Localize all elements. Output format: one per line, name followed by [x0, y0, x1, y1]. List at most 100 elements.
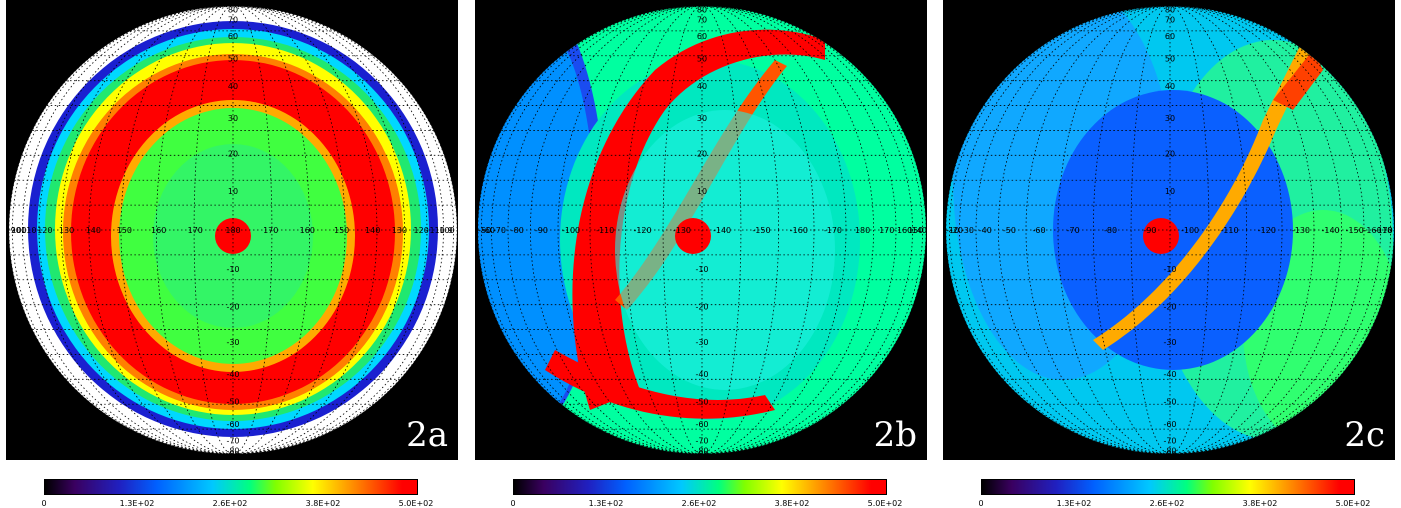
longitude-tick-label: -160: [1364, 226, 1382, 235]
longitude-tick-label: 180: [225, 226, 240, 235]
longitude-tick-label: -90: [1143, 226, 1156, 235]
latitude-tick-label: -90: [695, 450, 708, 459]
longitude-tick-label: 18: [1382, 226, 1392, 235]
latitude-tick-label: -70: [226, 436, 239, 445]
center-spot: [215, 218, 251, 254]
latitude-tick-label: -60: [226, 420, 239, 429]
sphere-map-box: 80 70 60 50 40 30 20 10 -10 -20 -30 -40 -50 -60 -70 -80…: [943, 0, 1395, 460]
longitude-tick-label: -60: [1033, 226, 1046, 235]
longitude-line: [1057, 6, 1283, 454]
longitude-tick-label: -150: [1346, 226, 1364, 235]
latitude-tick-label: 40: [1165, 82, 1175, 91]
longitude-tick-label: -140: [1321, 226, 1339, 235]
colorbar-tick: 3.8E+02: [1242, 499, 1278, 508]
longitude-line: [193, 6, 273, 454]
latitude-tick-label: 10: [697, 187, 707, 196]
latitude-tick-label: -50: [695, 398, 708, 407]
longitude-line: [38, 6, 428, 454]
longitude-tick-label: 150: [334, 226, 349, 235]
longitude-tick-label: 140: [86, 226, 101, 235]
latitude-tick-label: -20: [1163, 303, 1176, 312]
longitude-tick-label: -170: [1375, 226, 1393, 235]
latitude-tick-label: 50: [697, 54, 707, 63]
latitude-tick-label: 70: [1165, 16, 1175, 25]
longitude-tick-label: -150: [752, 226, 770, 235]
longitude-tick-label: 140: [365, 226, 380, 235]
longitude-line: [959, 6, 1381, 454]
colorbar-tick: 1.3E+02: [119, 499, 155, 508]
red-patch: [1273, 50, 1323, 110]
latitude-tick-label: 30: [697, 114, 707, 123]
longitude-tick-label: 110: [430, 226, 445, 235]
colorbar-tick: 1.3E+02: [1056, 499, 1092, 508]
longitude-tick-label: 150: [117, 226, 132, 235]
longitude-tick-label: 170: [263, 226, 278, 235]
latitude-tick-label: -50: [226, 398, 239, 407]
longitude-line: [507, 6, 897, 454]
longitude-line: [530, 6, 874, 454]
longitude-tick-label: 160: [897, 226, 912, 235]
graticule: [9, 6, 457, 454]
latitude-tick-label: -10: [1163, 265, 1176, 274]
longitude-line: [155, 6, 311, 454]
longitude-line: [1025, 6, 1315, 454]
longitude-tick-label: 120: [414, 226, 429, 235]
colorbar-tick: 5.0E+02: [867, 499, 903, 508]
longitude-tick-label: -10: [946, 226, 959, 235]
red-arc-bottom: [545, 350, 775, 419]
longitude-tick-label: 180: [855, 226, 870, 235]
latitude-tick-label: -40: [226, 370, 239, 379]
latitude-tick-label: -30: [1163, 338, 1176, 347]
longitude-tick-label: -110: [1220, 226, 1238, 235]
longitude-tick-label: -120: [633, 226, 651, 235]
longitude-tick-label: -70: [1067, 226, 1080, 235]
orange-arc: [1093, 40, 1315, 350]
colorbar-tick: 2.6E+02: [212, 499, 248, 508]
colorbar-tick: 2.6E+02: [681, 499, 717, 508]
center-spot: [675, 218, 711, 254]
latitude-tick-label: -80: [695, 447, 708, 456]
latitude-tick-label: 40: [697, 82, 707, 91]
panel-label: 2a: [406, 415, 448, 455]
longitude-tick-label: 90: [11, 226, 21, 235]
colorbar-tick: 0: [510, 499, 516, 508]
latitude-tick-label: -50: [1163, 398, 1176, 407]
longitude-line: [949, 6, 1391, 454]
latitude-tick-label: 40: [228, 82, 238, 91]
latitude-tick-label: 70: [228, 16, 238, 25]
latitude-tick-label: -90: [1163, 450, 1176, 459]
colorbar: [513, 479, 887, 495]
longitude-line: [557, 6, 847, 454]
latitude-tick-label: -40: [1163, 370, 1176, 379]
longitude-tick-label: -160: [790, 226, 808, 235]
latitude-tick-label: 80: [228, 5, 238, 14]
longitude-line: [88, 6, 378, 454]
latitude-tick-label: 60: [697, 32, 707, 41]
latitude-tick-label: 20: [697, 149, 707, 158]
center-spot: [1143, 218, 1179, 254]
panel-label: 2c: [1344, 415, 1385, 455]
latitude-tick-label: -20: [226, 303, 239, 312]
longitude-line: [491, 6, 913, 454]
longitude-tick-label: 150: [908, 226, 923, 235]
colorbar-tick: 3.8E+02: [774, 499, 810, 508]
longitude-tick-label: -30: [961, 226, 974, 235]
longitude-labels: -10-20-30 -40 -50 -60 -70 -80 -90 -100 -110 -120 -…: [946, 226, 1392, 235]
longitude-tick-label: -50: [1003, 226, 1016, 235]
panel-label: 2b: [873, 415, 917, 455]
latitude-tick-label: 60: [228, 32, 238, 41]
longitude-tick-label: -130: [673, 226, 691, 235]
longitude-line: [22, 6, 444, 454]
sphere-map-2b: 8070605040302010-10-20-30-40-50-60-70-80…: [478, 5, 927, 459]
longitude-tick-label: 170: [879, 226, 894, 235]
latitude-tick-label: -70: [695, 436, 708, 445]
sphere-map-2a: 80 70 60 50 40 30 20 10 -10 -20 -30 -40 -50 -60 -70 -80…: [9, 5, 457, 459]
latitude-tick-label: -20: [695, 303, 708, 312]
longitude-line: [975, 6, 1365, 454]
latitude-tick-label: -10: [695, 265, 708, 274]
longitude-labels: -50-60-70 -80 -90 -100 -110 -120 -130 -140 -150 -…: [478, 226, 927, 235]
latitude-tick-label: 60: [1165, 32, 1175, 41]
longitude-line: [61, 6, 405, 454]
latitude-tick-label: 50: [228, 54, 238, 63]
longitude-tick-label: 100: [11, 226, 26, 235]
